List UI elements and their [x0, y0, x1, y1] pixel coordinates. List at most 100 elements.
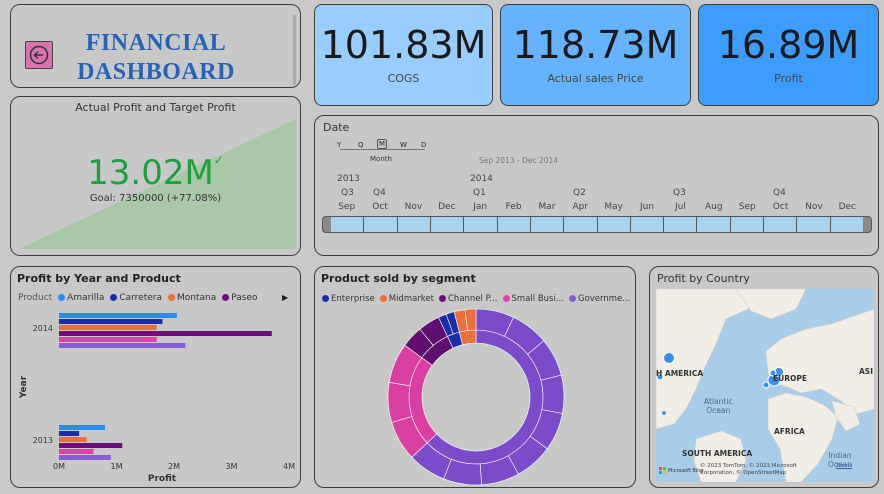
level-q[interactable]: Q: [358, 141, 364, 149]
map-card: Profit by Country H AMERICA EUROPE ASI A…: [649, 266, 879, 488]
timeline-cell[interactable]: [364, 217, 398, 232]
segment-outer-slice[interactable]: [464, 308, 477, 331]
kpi-value: 101.83M: [320, 22, 487, 67]
legend-amarilla[interactable]: Amarilla: [58, 293, 104, 303]
gauge-goal: Goal: 7350000 (+77.08%): [89, 193, 222, 204]
timeline-quarters: Q3 Q4 Q1 Q2 Q3 Q4: [315, 188, 878, 200]
month-label: Jun: [640, 202, 655, 212]
kpi-cogs: 101.83M COGS: [314, 4, 493, 106]
south-america-landmass: [693, 430, 747, 482]
level-y[interactable]: Y: [337, 141, 342, 149]
profit-bar-chart[interactable]: 2014 2013 0M 1M 2M 3M 4M Profit Year: [11, 299, 301, 488]
kpi-sales-price: 118.73M Actual sales Price: [500, 4, 691, 106]
legend-channel[interactable]: Channel P...: [439, 294, 498, 304]
level-d[interactable]: D: [421, 141, 427, 149]
timeline-cell[interactable]: [464, 217, 498, 232]
profit-bar[interactable]: [59, 325, 157, 330]
timeline-cell[interactable]: [530, 217, 565, 232]
timeline-cell[interactable]: [397, 217, 431, 232]
timeline-cell[interactable]: [597, 217, 631, 232]
month-label: Dec: [838, 202, 857, 212]
segment-inner-slice[interactable]: [458, 329, 477, 346]
profit-bar[interactable]: [59, 319, 163, 324]
legend-carretera[interactable]: Carretera: [110, 293, 162, 303]
timeline-cell[interactable]: [430, 217, 465, 232]
timeline-cell[interactable]: [730, 217, 765, 232]
level-w[interactable]: W: [400, 141, 407, 149]
timeline-cell[interactable]: [630, 217, 665, 232]
timeline-cell[interactable]: [764, 217, 798, 232]
spain-bubble: [762, 381, 770, 389]
title-scroll-bar: [293, 15, 296, 85]
map-canvas[interactable]: H AMERICA EUROPE ASI Atlantic Ocean AFRI…: [656, 289, 874, 482]
legend-midmarket[interactable]: Midmarket: [379, 294, 434, 304]
quarter-label: Q3: [341, 188, 354, 198]
legend-montana[interactable]: Montana: [168, 293, 216, 303]
legend-more-icon[interactable]: ▶: [282, 293, 289, 302]
africa-landmass: [767, 392, 839, 482]
canada-bubble: [663, 352, 675, 364]
profit-bar[interactable]: [59, 331, 272, 336]
timeline-cell[interactable]: [497, 217, 531, 232]
month-label: Nov: [805, 202, 823, 212]
profit-bar[interactable]: [59, 337, 157, 342]
month-label: Nov: [404, 202, 423, 212]
legend-small-business[interactable]: Small Busi...: [502, 294, 564, 304]
x-tick-label: 4M: [283, 462, 295, 471]
month-label: Oct: [372, 202, 388, 212]
label-atlantic: Atlantic Ocean: [704, 397, 733, 415]
segment-card: Product sold by segment Enterprise Midma…: [314, 266, 636, 488]
chart-title: Product sold by segment: [321, 272, 476, 285]
month-label: Mar: [538, 202, 556, 212]
legend-dot: [222, 294, 230, 301]
level-selector[interactable]: Y Q M W D: [337, 139, 429, 151]
slicer-title: Date: [323, 121, 350, 134]
timeline-cell[interactable]: [664, 217, 698, 232]
kpi-label: Profit: [774, 71, 803, 85]
segment-outer-slice[interactable]: [540, 374, 565, 414]
month-label: Jul: [675, 202, 686, 212]
world-map: [656, 289, 874, 482]
profit-bar[interactable]: [59, 343, 186, 348]
bing-label: Microsoft Bing: [668, 467, 704, 474]
label-asia: ASI: [859, 367, 873, 376]
timeline-cell[interactable]: [564, 217, 598, 232]
profit-bar[interactable]: [59, 425, 105, 430]
target-area: [19, 119, 296, 249]
bing-squares-icon: [659, 467, 666, 474]
kpi-label: COGS: [387, 71, 420, 85]
timeline-cell[interactable]: [697, 217, 731, 232]
gauge-value: 13.02M: [87, 153, 214, 193]
timeline-cell[interactable]: [331, 217, 365, 232]
legend-government[interactable]: Governme...: [568, 294, 630, 304]
profit-bar[interactable]: [59, 437, 87, 442]
timeline-cell[interactable]: [830, 217, 863, 232]
label-south-america: SOUTH AMERICA: [682, 449, 753, 458]
arabia-landmass: [831, 400, 861, 432]
dashboard-title: FINANCIAL DASHBOARD: [77, 30, 235, 85]
segment-sunburst-chart[interactable]: [315, 307, 636, 488]
month-label: May: [604, 202, 623, 212]
legend-paseo[interactable]: Paseo: [222, 293, 258, 303]
timeline-cell[interactable]: [797, 217, 831, 232]
mexico-bubble: [661, 410, 667, 416]
date-slicer-card: Date Y Q M W D Month Sep 2013 - Dec 2014…: [314, 115, 879, 256]
check-icon: ✓: [213, 153, 224, 167]
profit-bar[interactable]: [59, 449, 94, 454]
timeline-bar[interactable]: [322, 216, 872, 233]
profit-bar[interactable]: [59, 443, 123, 448]
month-label: Dec: [438, 202, 456, 212]
title-card: FINANCIAL DASHBOARD: [10, 4, 301, 88]
legend-dot: [58, 294, 66, 301]
target-profit-card[interactable]: Actual Profit and Target Profit 13.02M✓ …: [10, 96, 301, 256]
back-button[interactable]: [25, 41, 53, 69]
level-m[interactable]: M: [377, 139, 388, 149]
segment-outer-slice[interactable]: [387, 381, 413, 423]
profit-bar[interactable]: [59, 313, 177, 318]
legend-enterprise[interactable]: Enterprise: [322, 294, 375, 304]
profit-bar[interactable]: [59, 431, 80, 436]
map-terms-link[interactable]: Terms: [836, 463, 853, 469]
month-label: Sep: [738, 202, 756, 212]
kpi-value: 16.89M: [717, 22, 860, 67]
profit-bar[interactable]: [59, 455, 111, 460]
